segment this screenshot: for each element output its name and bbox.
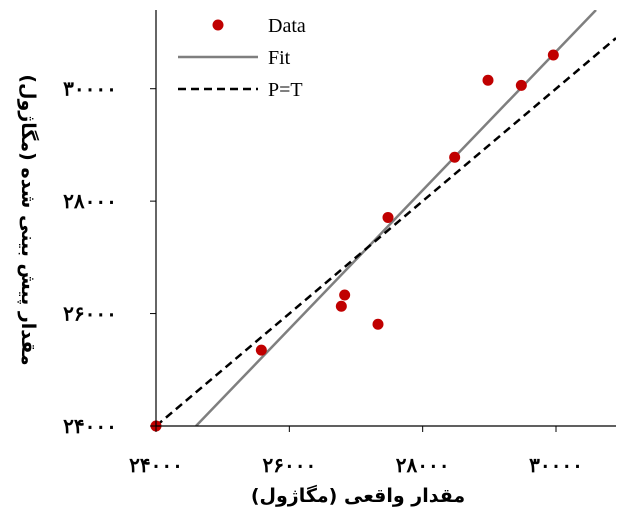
legend-label-fit: Fit <box>268 47 291 69</box>
legend: Data Fit P=T <box>178 15 306 101</box>
data-point <box>482 74 494 86</box>
y-tick-label: ۳۰۰۰۰ <box>63 77 117 101</box>
data-point <box>449 151 461 163</box>
axes: ۲۴۰۰۰ ۲۶۰۰۰ ۲۸۰۰۰ ۳۰۰۰۰ ۲۴۰۰۰ ۲۶۰۰۰ ۲۸۰۰۰ ۳۰۰۰۰ <box>63 10 616 477</box>
data-point <box>382 211 394 223</box>
series-line-fit <box>195 10 597 426</box>
data-point <box>547 49 559 61</box>
y-axis-title: مقدار پیش بینی شده (مگاژول) <box>17 74 40 365</box>
data-point <box>515 79 527 91</box>
x-tick-label: ۳۰۰۰۰ <box>529 453 583 477</box>
y-tick-label: ۲۶۰۰۰ <box>63 302 117 326</box>
data-point <box>335 300 347 312</box>
y-tick-label: ۲۸۰۰۰ <box>63 189 117 213</box>
y-tick-label: ۲۴۰۰۰ <box>63 414 117 438</box>
x-tick-label: ۲۶۰۰۰ <box>262 453 316 477</box>
legend-label-p-t: P=T <box>268 79 303 101</box>
x-tick-label: ۲۴۰۰۰ <box>129 453 183 477</box>
data-point <box>255 344 267 356</box>
x-tick-label: ۲۸۰۰۰ <box>396 453 450 477</box>
series-line-p-t <box>156 37 616 426</box>
data-point <box>339 289 351 301</box>
plot-area <box>150 10 616 432</box>
x-axis-title: مقدار واقعی (مگاژول) <box>251 484 465 507</box>
legend-marker-data <box>212 19 224 31</box>
data-point <box>372 318 384 330</box>
legend-label-data: Data <box>268 15 306 37</box>
